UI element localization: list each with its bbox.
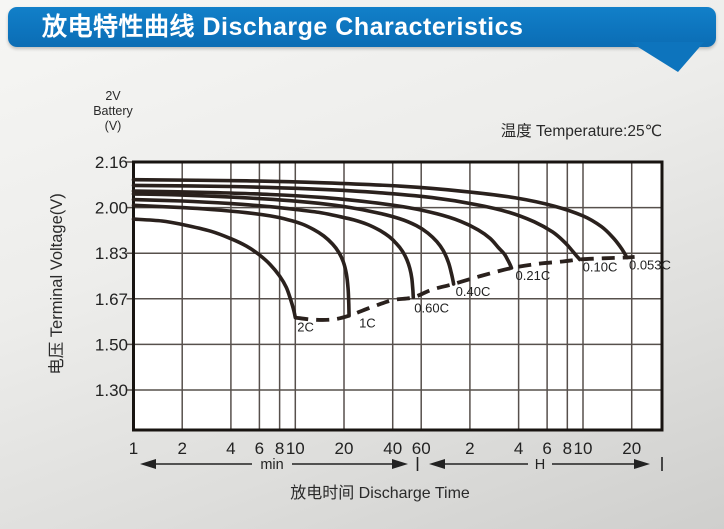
page-title: 放电特性曲线 Discharge Characteristics [42, 13, 524, 41]
discharge-curve-0.21C [131, 189, 514, 270]
cutoff-dashed-curve [295, 255, 635, 322]
x-tick-label: 20 [622, 439, 641, 458]
minutes-range-arrow-right-arrowhead [392, 459, 408, 469]
curve-label-0.40C: 0.40C [456, 284, 491, 299]
battery-type-label: 2V Battery (V) [78, 89, 148, 134]
battery-type-line: 2V [105, 89, 121, 103]
x-tick-label: 4 [226, 439, 235, 458]
minutes-range-arrow-unit-label: min [260, 457, 283, 473]
x-tick-label: 2 [177, 439, 186, 458]
discharge-curve-2C [131, 217, 298, 320]
y-tick-label: 1.50 [95, 335, 128, 354]
x-tick-label: 40 [383, 439, 402, 458]
x-tick-label: 10 [574, 439, 593, 458]
x-tick-label: 4 [514, 439, 523, 458]
hours-range-arrow-right-arrowhead [634, 459, 650, 469]
discharge-curve-0.053C [131, 177, 629, 260]
hours-range-arrow-left-arrowhead [429, 459, 445, 469]
discharge-curve-0.60C [131, 197, 416, 300]
y-tick-label: 1.67 [95, 290, 128, 309]
x-tick-label: 8 [563, 439, 572, 458]
title-banner-tail [630, 42, 704, 72]
x-tick-label: 20 [335, 439, 354, 458]
y-tick-label: 2.00 [95, 199, 128, 218]
curve-label-2C: 2C [297, 320, 314, 335]
curve-label-0.053C: 0.053C [629, 257, 671, 272]
curve-label-0.21C: 0.21C [516, 268, 551, 283]
x-axis-title: 放电时间 Discharge Time [290, 485, 470, 502]
plot-border [132, 160, 664, 432]
x-tick-label: 2 [465, 439, 474, 458]
x-tick-label: 8 [275, 439, 284, 458]
discharge-curve-0.40C [131, 192, 456, 286]
x-tick-label: 1 [129, 439, 138, 458]
curve-label-0.60C: 0.60C [414, 300, 449, 315]
title-banner: 放电特性曲线 Discharge Characteristics [8, 7, 716, 47]
curve-label-0.10C: 0.10C [583, 259, 618, 274]
curve-label-1C: 1C [359, 316, 376, 331]
x-tick-label: 60 [412, 439, 431, 458]
y-axis-title: 电压 Terminal Voltage(V) [48, 193, 66, 375]
battery-type-line: Battery [93, 104, 133, 118]
minutes-range-arrow-left-arrowhead [140, 459, 156, 469]
temperature-label: 温度 Temperature:25℃ [500, 123, 662, 140]
x-tick-label: 10 [286, 439, 305, 458]
y-tick-label: 1.83 [95, 244, 128, 263]
x-tick-label: 6 [255, 439, 264, 458]
hours-range-arrow-unit-label: H [535, 457, 545, 473]
discharge-curve-0.10C [131, 183, 582, 262]
y-tick-label: 2.16 [95, 153, 128, 172]
y-tick-label: 1.30 [95, 381, 128, 400]
x-tick-label: 6 [542, 439, 551, 458]
battery-type-line: (V) [104, 119, 122, 133]
discharge-curve-1C [131, 203, 351, 318]
